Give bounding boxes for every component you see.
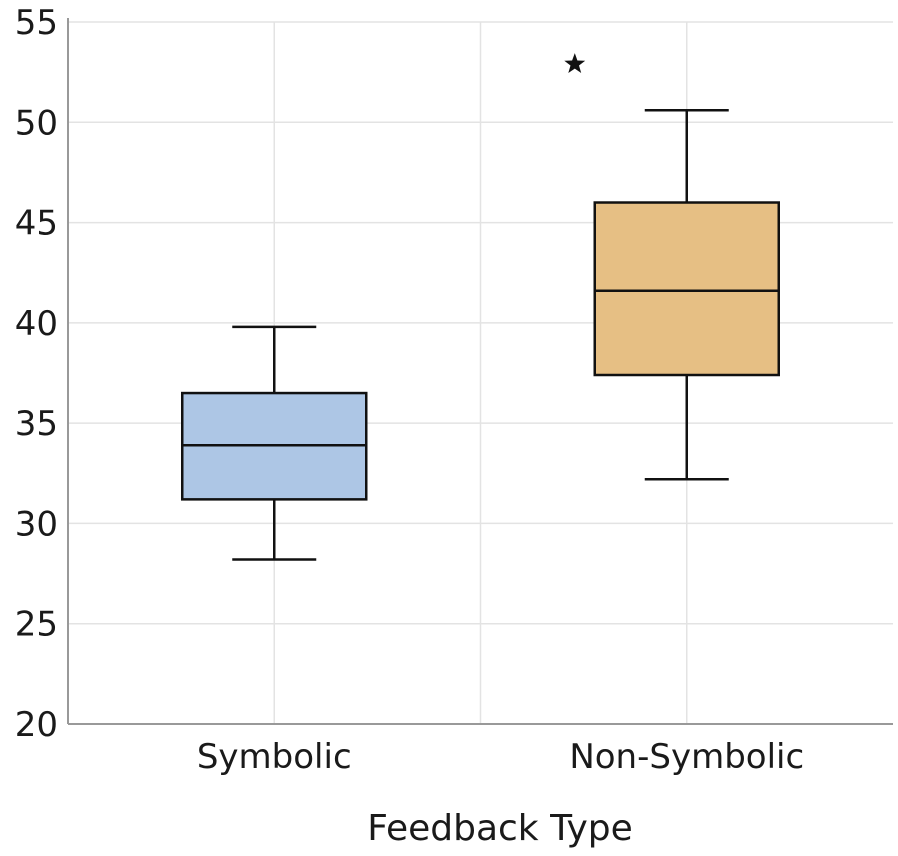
- y-tick-label: 20: [15, 705, 58, 745]
- outlier-star: [564, 53, 586, 73]
- y-tick-labels: 20 25 30 35 40 45 50 55: [15, 3, 58, 745]
- y-tick-label: 45: [15, 204, 58, 244]
- x-axis-title: Feedback Type: [367, 808, 633, 849]
- box-series: [181, 53, 780, 561]
- box-iqr: [593, 201, 780, 377]
- y-tick-label: 25: [15, 605, 58, 645]
- y-tick-label: 40: [15, 304, 58, 344]
- y-tick-label: 50: [15, 103, 58, 143]
- y-tick-label: 30: [15, 504, 58, 544]
- axes: [67, 18, 893, 725]
- x-tick-label: Symbolic: [197, 737, 352, 777]
- x-tick-labels: Symbolic Non-Symbolic: [197, 737, 804, 777]
- y-tick-label: 55: [15, 3, 58, 43]
- box-symbolic: [181, 325, 368, 561]
- x-tick-label: Non-Symbolic: [569, 737, 804, 777]
- box-non-symbolic: [564, 53, 780, 481]
- y-tick-label: 35: [15, 404, 58, 444]
